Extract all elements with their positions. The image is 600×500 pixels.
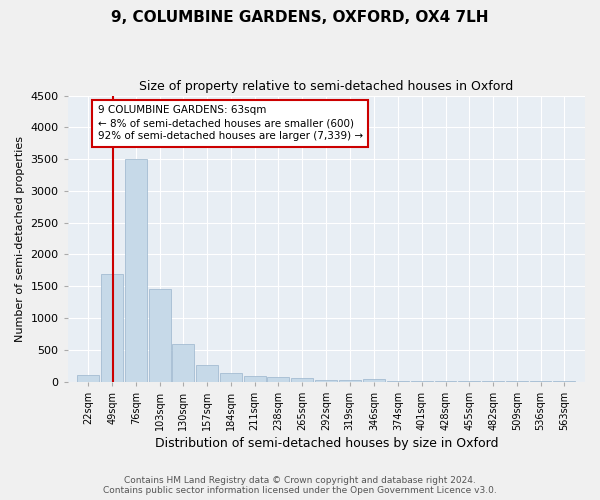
Text: 9 COLUMBINE GARDENS: 63sqm
← 8% of semi-detached houses are smaller (600)
92% of: 9 COLUMBINE GARDENS: 63sqm ← 8% of semi-…	[98, 105, 363, 142]
Bar	[363, 379, 385, 382]
X-axis label: Distribution of semi-detached houses by size in Oxford: Distribution of semi-detached houses by …	[155, 437, 498, 450]
Bar	[339, 380, 361, 382]
Bar	[172, 344, 194, 382]
Bar	[77, 376, 100, 382]
Bar	[125, 159, 147, 382]
Bar	[101, 274, 123, 382]
Bar	[315, 380, 337, 382]
Bar	[196, 365, 218, 382]
Y-axis label: Number of semi-detached properties: Number of semi-detached properties	[15, 136, 25, 342]
Bar	[149, 290, 170, 382]
Bar	[387, 381, 409, 382]
Text: 9, COLUMBINE GARDENS, OXFORD, OX4 7LH: 9, COLUMBINE GARDENS, OXFORD, OX4 7LH	[111, 10, 489, 25]
Bar	[244, 376, 266, 382]
Bar	[268, 377, 289, 382]
Bar	[220, 373, 242, 382]
Title: Size of property relative to semi-detached houses in Oxford: Size of property relative to semi-detach…	[139, 80, 514, 93]
Bar	[291, 378, 313, 382]
Text: Contains HM Land Registry data © Crown copyright and database right 2024.
Contai: Contains HM Land Registry data © Crown c…	[103, 476, 497, 495]
